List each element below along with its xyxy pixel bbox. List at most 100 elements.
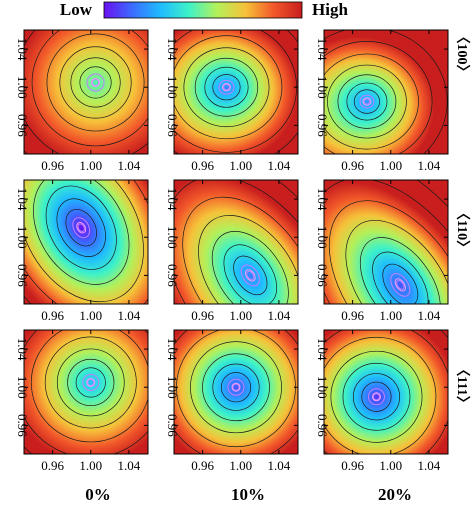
contour-line bbox=[45, 185, 117, 270]
contour-line bbox=[220, 372, 252, 403]
contour-line bbox=[86, 73, 105, 92]
contour-line bbox=[240, 264, 260, 287]
x-tick-label: 0.96 bbox=[191, 158, 214, 173]
contour-line bbox=[33, 180, 130, 285]
y-tick-label: 1.00 bbox=[315, 226, 330, 249]
y-tick-label: 1.04 bbox=[15, 188, 30, 211]
minimum-marker bbox=[371, 392, 381, 402]
contour-line bbox=[361, 381, 392, 412]
x-tick-label: 0.96 bbox=[341, 458, 364, 473]
x-tick-label: 1.04 bbox=[268, 308, 291, 323]
x-tick-label: 0.96 bbox=[341, 158, 364, 173]
contour-line bbox=[324, 336, 437, 454]
contour-line bbox=[72, 217, 91, 239]
x-tick-label: 1.00 bbox=[379, 458, 402, 473]
colorbar bbox=[103, 1, 303, 19]
x-tick-label: 1.04 bbox=[118, 158, 141, 173]
contour-line bbox=[59, 46, 132, 119]
heatmap-field bbox=[174, 30, 298, 154]
y-tick-label: 1.00 bbox=[165, 76, 180, 99]
x-tick-label: 1.00 bbox=[79, 158, 102, 173]
x-tick-label: 1.04 bbox=[418, 458, 441, 473]
x-tick-label: 0.96 bbox=[191, 308, 214, 323]
heatmap-field bbox=[24, 180, 148, 304]
contour-line bbox=[363, 98, 371, 105]
contour-lines bbox=[324, 180, 448, 304]
contour-line bbox=[194, 57, 259, 117]
y-tick-label: 0.96 bbox=[15, 114, 30, 137]
contour-line bbox=[24, 180, 144, 303]
contour-line bbox=[91, 78, 100, 87]
heatmap-field bbox=[324, 330, 448, 454]
x-tick-label: 0.96 bbox=[41, 158, 64, 173]
column-label-1: 10% bbox=[231, 485, 265, 504]
minimum-marker bbox=[86, 377, 96, 387]
contour-lines bbox=[324, 330, 448, 454]
y-tick-label: 1.00 bbox=[315, 76, 330, 99]
panel-frame bbox=[173, 29, 299, 155]
contour-line bbox=[65, 209, 97, 247]
panel-frame bbox=[23, 179, 149, 305]
x-tick-label: 1.04 bbox=[268, 458, 291, 473]
x-tick-label: 1.00 bbox=[79, 308, 102, 323]
contour-line bbox=[75, 367, 106, 398]
row-label-0: 〈100〉 bbox=[454, 30, 470, 79]
contour-line bbox=[382, 263, 419, 304]
contour-line bbox=[190, 341, 282, 434]
contour-line bbox=[70, 57, 121, 108]
contour-lines bbox=[24, 330, 148, 454]
contour-line bbox=[56, 348, 125, 417]
contour-line bbox=[77, 223, 85, 233]
contour-line bbox=[227, 378, 245, 396]
column-label-2: 20% bbox=[378, 485, 412, 504]
contour-line bbox=[327, 64, 407, 139]
contour-line bbox=[82, 373, 100, 391]
y-tick-label: 1.04 bbox=[165, 188, 180, 211]
contour-line bbox=[324, 30, 448, 154]
x-tick-label: 1.00 bbox=[79, 458, 102, 473]
contour-line bbox=[223, 84, 230, 91]
y-tick-label: 1.00 bbox=[15, 76, 30, 99]
minimum-marker bbox=[91, 77, 101, 87]
x-tick-label: 1.04 bbox=[268, 158, 291, 173]
contour-line bbox=[212, 363, 260, 411]
contour-line bbox=[30, 330, 148, 443]
contour-line bbox=[211, 230, 289, 304]
y-tick-label: 0.96 bbox=[165, 264, 180, 287]
y-tick-label: 0.96 bbox=[315, 114, 330, 137]
contour-line bbox=[352, 373, 401, 421]
x-tick-label: 0.96 bbox=[191, 458, 214, 473]
x-tick-label: 1.04 bbox=[418, 308, 441, 323]
contour-line bbox=[202, 353, 270, 422]
contour-line bbox=[204, 66, 249, 108]
contour-line bbox=[330, 350, 423, 443]
contour-line bbox=[324, 180, 448, 304]
panel-frame bbox=[173, 179, 299, 305]
minimum-marker bbox=[394, 278, 406, 292]
contour-line bbox=[174, 35, 283, 140]
x-tick-label: 1.00 bbox=[379, 158, 402, 173]
y-tick-label: 1.04 bbox=[165, 38, 180, 61]
y-tick-label: 1.00 bbox=[15, 376, 30, 399]
contour-line bbox=[353, 89, 380, 114]
column-label-0: 0% bbox=[85, 485, 111, 504]
y-tick-label: 1.04 bbox=[315, 188, 330, 211]
contour-line bbox=[46, 33, 145, 132]
heatmap-field bbox=[174, 330, 298, 454]
y-tick-label: 1.04 bbox=[15, 38, 30, 61]
contour-line bbox=[359, 94, 375, 109]
panel-frame bbox=[323, 29, 449, 155]
contour-line bbox=[174, 180, 298, 304]
x-tick-label: 0.96 bbox=[341, 308, 364, 323]
minimum-marker bbox=[244, 269, 256, 282]
heatmap-field bbox=[24, 30, 148, 154]
colorbar-low-label: Low bbox=[60, 0, 93, 19]
x-tick-label: 1.00 bbox=[379, 308, 402, 323]
contour-line bbox=[396, 280, 405, 290]
contour-line bbox=[24, 180, 148, 304]
contour-line bbox=[183, 47, 270, 128]
colorbar-high-label: High bbox=[312, 0, 348, 19]
contour-line bbox=[198, 215, 298, 304]
y-tick-label: 1.04 bbox=[315, 38, 330, 61]
